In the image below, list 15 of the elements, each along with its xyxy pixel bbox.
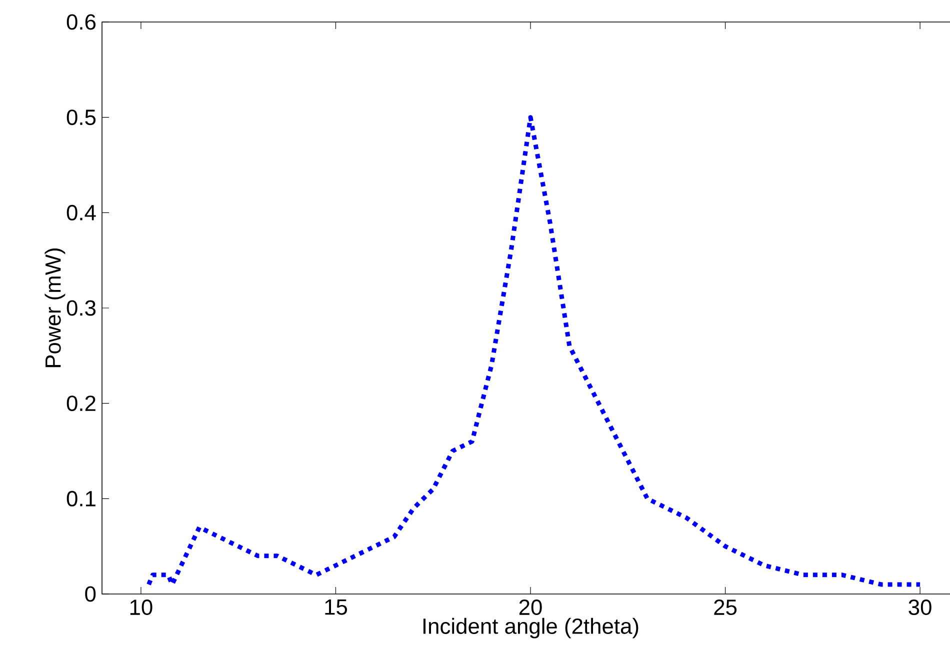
y-tick-label: 0.1 (66, 490, 96, 506)
y-tick-label: 0 (85, 586, 96, 602)
x-tick-label: 25 (714, 600, 737, 616)
y-tick-label: 0.2 (66, 396, 96, 412)
x-tick-label: 30 (908, 600, 932, 616)
y-tick-label: 0.5 (66, 110, 96, 126)
y-tick-label: 0.6 (66, 14, 96, 30)
x-tick-label: 10 (130, 600, 152, 616)
x-tick-label: 15 (325, 600, 347, 615)
y-tick-label: 0.3 (66, 300, 96, 316)
y-axis-title: Power (mW) (44, 248, 66, 368)
x-tick-label: 20 (519, 600, 542, 616)
line-series (146, 115, 922, 587)
y-tick-label: 0.4 (66, 204, 96, 220)
x-axis-title: Incident angle (2theta) (423, 618, 638, 638)
